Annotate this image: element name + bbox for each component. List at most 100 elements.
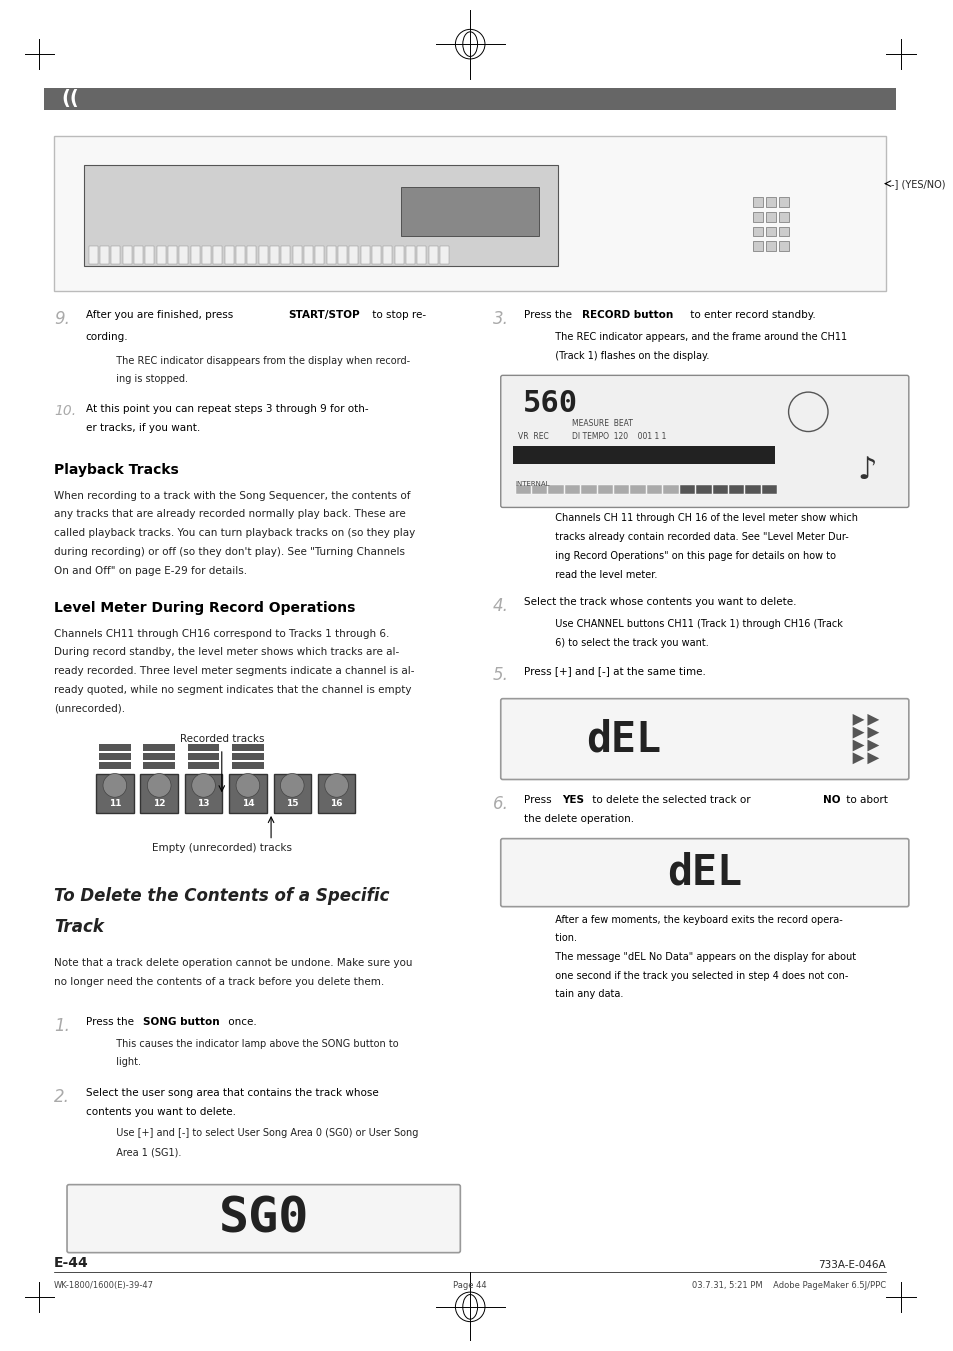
Bar	[143, 744, 174, 751]
Text: NO: NO	[822, 796, 840, 805]
Text: During record standby, the level meter shows which tracks are al-: During record standby, the level meter s…	[54, 647, 399, 658]
Bar	[349, 246, 358, 263]
Bar	[614, 485, 629, 493]
Text: ready recorded. Three level meter segments indicate a channel is al-: ready recorded. Three level meter segmen…	[54, 666, 415, 676]
Bar	[778, 227, 788, 236]
Bar	[191, 246, 199, 263]
Text: 6.: 6.	[493, 796, 508, 813]
Bar	[752, 197, 762, 207]
Text: MEASURE  BEAT: MEASURE BEAT	[571, 419, 632, 428]
Text: Press the: Press the	[524, 311, 575, 320]
Bar	[145, 246, 154, 263]
Text: 13: 13	[197, 798, 210, 808]
Text: RECORD button: RECORD button	[581, 311, 672, 320]
Polygon shape	[852, 739, 863, 751]
Bar	[564, 485, 579, 493]
Text: -] (YES/NO): -] (YES/NO)	[890, 178, 944, 189]
Bar	[304, 246, 313, 263]
Bar	[235, 246, 245, 263]
Bar	[417, 246, 426, 263]
Text: Page 44: Page 44	[453, 1281, 486, 1290]
Text: cording.: cording.	[86, 332, 129, 342]
Text: Note that a track delete operation cannot be undone. Make sure you: Note that a track delete operation canno…	[54, 958, 413, 967]
Text: Track: Track	[54, 919, 104, 936]
Text: to enter record standby.: to enter record standby.	[686, 311, 815, 320]
Text: WK-1800/1600(E)-39-47: WK-1800/1600(E)-39-47	[54, 1281, 154, 1290]
Text: Channels CH 11 through CH 16 of the level meter show which: Channels CH 11 through CH 16 of the leve…	[549, 513, 857, 523]
Text: Select the user song area that contains the track whose: Select the user song area that contains …	[86, 1088, 378, 1098]
Text: The message "dEL No Data" appears on the display for about: The message "dEL No Data" appears on the…	[549, 952, 855, 962]
Bar	[778, 197, 788, 207]
Text: Recorded tracks: Recorded tracks	[179, 734, 264, 744]
Text: The REC indicator appears, and the frame around the CH11: The REC indicator appears, and the frame…	[549, 332, 846, 342]
Text: 5.: 5.	[493, 666, 508, 684]
Bar	[337, 246, 347, 263]
Bar	[232, 753, 263, 759]
Bar	[54, 136, 885, 290]
Bar	[712, 485, 727, 493]
Circle shape	[192, 774, 215, 797]
Text: Press the: Press the	[86, 1017, 137, 1027]
Bar	[293, 246, 301, 263]
Bar	[112, 246, 120, 263]
Bar	[728, 485, 743, 493]
Text: After you are finished, press: After you are finished, press	[86, 311, 236, 320]
Bar	[597, 485, 613, 493]
Text: no longer need the contents of a track before you delete them.: no longer need the contents of a track b…	[54, 977, 384, 986]
Polygon shape	[866, 713, 879, 725]
Text: Select the track whose contents you want to delete.: Select the track whose contents you want…	[524, 597, 796, 607]
Bar	[317, 774, 355, 813]
Text: Press: Press	[524, 796, 555, 805]
Text: 4.: 4.	[493, 597, 508, 615]
Bar	[232, 744, 263, 751]
Bar	[696, 485, 711, 493]
Bar	[752, 227, 762, 236]
Text: Press [+] and [-] at the same time.: Press [+] and [-] at the same time.	[524, 666, 705, 676]
Polygon shape	[852, 727, 863, 739]
Text: 560: 560	[522, 389, 577, 419]
Bar	[428, 246, 437, 263]
Bar	[123, 246, 132, 263]
Text: 10.: 10.	[54, 404, 76, 417]
Bar	[232, 762, 263, 769]
Bar	[188, 762, 219, 769]
Text: Area 1 (SG1).: Area 1 (SG1).	[111, 1147, 182, 1158]
Bar	[44, 88, 895, 111]
Bar	[134, 246, 143, 263]
Text: the delete operation.: the delete operation.	[524, 815, 634, 824]
Bar	[229, 774, 266, 813]
Text: during recording) or off (so they don't play). See "Turning Channels: during recording) or off (so they don't …	[54, 547, 405, 557]
Circle shape	[103, 774, 127, 797]
Polygon shape	[852, 753, 863, 765]
Text: Playback Tracks: Playback Tracks	[54, 463, 179, 477]
Text: dEL: dEL	[586, 719, 660, 761]
Bar	[765, 197, 775, 207]
Text: When recording to a track with the Song Sequencer, the contents of: When recording to a track with the Song …	[54, 490, 411, 501]
Text: called playback tracks. You can turn playback tracks on (so they play: called playback tracks. You can turn pla…	[54, 528, 415, 538]
Polygon shape	[866, 739, 879, 751]
Bar	[89, 246, 97, 263]
Bar	[679, 485, 695, 493]
Text: er tracks, if you want.: er tracks, if you want.	[86, 423, 200, 432]
Text: DI TEMPO  120    001 1 1: DI TEMPO 120 001 1 1	[571, 431, 665, 440]
Bar	[247, 246, 256, 263]
Bar	[84, 165, 558, 266]
Text: 16: 16	[330, 798, 342, 808]
Bar	[96, 774, 133, 813]
Text: YES: YES	[561, 796, 583, 805]
Text: 14: 14	[241, 798, 253, 808]
Text: ready quoted, while no segment indicates that the channel is empty: ready quoted, while no segment indicates…	[54, 685, 412, 694]
Text: VR  REC: VR REC	[517, 431, 548, 440]
Bar	[185, 774, 222, 813]
Bar	[752, 242, 762, 251]
Bar	[270, 246, 278, 263]
Text: To Delete the Contents of a Specific: To Delete the Contents of a Specific	[54, 888, 390, 905]
Bar	[406, 246, 415, 263]
Bar	[143, 753, 174, 759]
Circle shape	[280, 774, 304, 797]
Text: Empty (unrecorded) tracks: Empty (unrecorded) tracks	[152, 843, 292, 852]
Bar	[646, 485, 661, 493]
Text: 15: 15	[286, 798, 298, 808]
Text: SG0: SG0	[218, 1194, 309, 1243]
Text: tain any data.: tain any data.	[549, 989, 622, 1000]
